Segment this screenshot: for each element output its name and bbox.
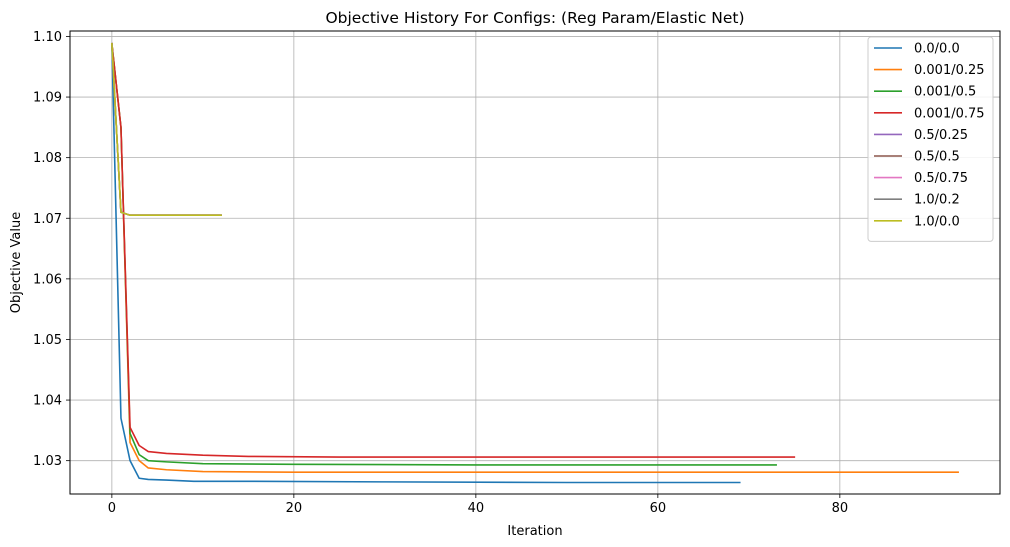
legend-label: 0.001/0.5 [914, 85, 976, 100]
series-lines [110, 42, 959, 484]
legend-label: 0.5/0.5 [914, 150, 960, 165]
series-line-8 [111, 42, 222, 217]
x-tick-label: 60 [650, 501, 667, 516]
y-tick-label: 1.04 [33, 394, 62, 409]
legend-label: 0.5/0.25 [914, 128, 968, 143]
chart-title: Objective History For Configs: (Reg Para… [325, 9, 744, 27]
legend-label: 0.001/0.25 [914, 63, 985, 78]
legend: 0.0/0.0 0.001/0.25 0.001/0.5 0.001/0.75 0.5/… [867, 36, 994, 242]
x-tick-label: 20 [286, 501, 303, 516]
series-line-3 [110, 42, 796, 458]
y-tick-label: 1.08 [33, 151, 62, 166]
legend-label: 1.0/0.0 [914, 214, 960, 229]
x-axis-label: Iteration [507, 524, 562, 539]
legend-label: 1.0/0.2 [914, 193, 960, 208]
legend-label: 0.5/0.75 [914, 171, 968, 186]
y-tick-label: 1.03 [33, 454, 62, 469]
y-tick-label: 1.09 [33, 91, 62, 106]
x-tick-label: 0 [108, 501, 116, 516]
legend-box [867, 36, 994, 242]
y-tick-label: 1.10 [33, 30, 62, 45]
y-axis-label: Objective Value [9, 212, 24, 313]
legend-label: 0.0/0.0 [914, 42, 960, 57]
y-tick-label: 1.07 [33, 212, 62, 227]
y-tick-label: 1.06 [33, 272, 62, 287]
grid [70, 31, 1000, 494]
legend-label: 0.001/0.75 [914, 106, 985, 121]
series-line-0 [111, 42, 741, 484]
x-tick-label: 80 [832, 501, 849, 516]
axis-ticks: 0 20 40 60 80 1.03 1.04 1.05 1.06 1.07 1.08 1.09 1.1… [33, 30, 848, 516]
x-tick-label: 40 [468, 501, 485, 516]
y-tick-label: 1.05 [33, 333, 62, 348]
plot-frame [69, 30, 1001, 495]
